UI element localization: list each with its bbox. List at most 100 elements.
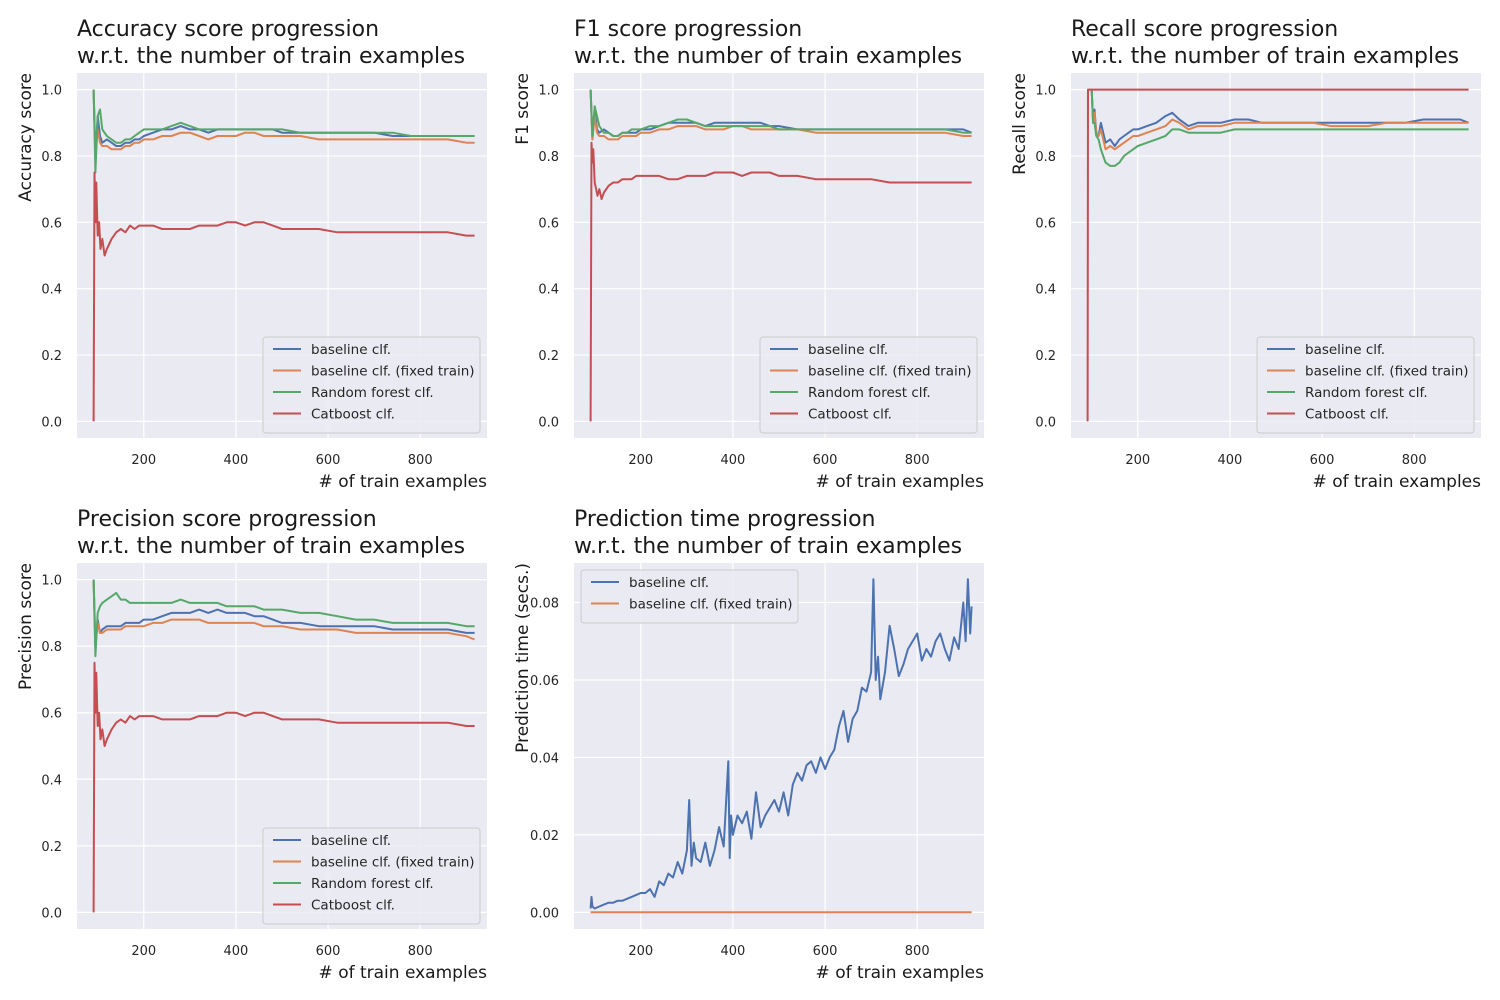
chart-precision: 200 400 600 800 0.0 0.2 0.4 0.6 0.8 1.0 Precision … [16, 507, 487, 983]
series-line-baseline-clf-fixed-train- [1090, 89, 1469, 151]
legend: baseline clf. baseline clf. (fixed train) [580, 569, 799, 624]
x-tick-label: 400 [1218, 453, 1243, 468]
x-tick-label: 600 [1310, 453, 1335, 468]
y-tick-label: 1.0 [1035, 84, 1056, 99]
x-tick-label: 400 [224, 453, 249, 468]
chart-title: Precision score progression [77, 507, 377, 532]
x-tick-label: 600 [813, 453, 838, 468]
x-tick-label: 400 [721, 453, 746, 468]
y-tick-label: 0.4 [1035, 283, 1056, 298]
y-tick-label: 0.08 [530, 597, 559, 612]
x-axis-label: # of train examples [816, 472, 985, 492]
legend-box [1256, 336, 1475, 434]
legend-label: Catboost clf. [808, 407, 892, 423]
legend-box [759, 336, 978, 434]
x-axis-label: # of train examples [319, 963, 488, 983]
y-tick-label: 0.2 [41, 349, 62, 364]
legend-label: Catboost clf. [311, 898, 395, 914]
legend-box [580, 569, 799, 624]
legend-box [262, 336, 481, 434]
y-axis-label: Accuracy score [16, 73, 36, 202]
x-tick-label: 200 [131, 944, 156, 959]
y-tick-label: 1.0 [41, 574, 62, 589]
y-tick-label: 0.02 [530, 829, 559, 844]
x-tick-label: 600 [316, 453, 341, 468]
y-axis-label: Recall score [1010, 73, 1030, 175]
series-line-baseline-clf-fixed-train- [92, 579, 475, 648]
y-tick-label: 0.2 [538, 349, 559, 364]
y-tick-label: 1.0 [538, 84, 559, 99]
y-axis-label: Prediction time (secs.) [513, 563, 533, 753]
series-line-baseline-clf-fixed-train- [92, 89, 475, 157]
legend-label: Random forest clf. [311, 385, 434, 401]
legend-label: baseline clf. [311, 833, 391, 849]
y-tick-label: 0.8 [41, 640, 62, 655]
series-line-catboost-clf- [1086, 88, 1469, 422]
x-tick-label: 200 [131, 453, 156, 468]
legend-label: Random forest clf. [311, 876, 434, 892]
legend-label: baseline clf. [808, 342, 888, 358]
chart-subtitle: w.r.t. the number of train examples [574, 534, 962, 559]
x-tick-label: 400 [224, 944, 249, 959]
chart-title: F1 score progression [574, 17, 802, 42]
series-line-baseline-clf- [1090, 89, 1469, 147]
x-axis-label: # of train examples [1313, 472, 1482, 492]
y-tick-label: 0.2 [41, 840, 62, 855]
chart-accuracy: 200 400 600 800 0.0 0.2 0.4 0.6 0.8 1.0 Accuracy s… [16, 17, 487, 492]
x-tick-label: 800 [905, 453, 930, 468]
y-tick-label: 0.0 [41, 415, 62, 430]
x-tick-label: 800 [1402, 453, 1427, 468]
x-tick-label: 200 [1125, 453, 1150, 468]
legend: baseline clf. baseline clf. (fixed train)… [1256, 336, 1475, 434]
chart-recall: 200 400 600 800 0.0 0.2 0.4 0.6 0.8 1.0 Recall sco… [1010, 17, 1481, 492]
chart-title: Accuracy score progression [77, 17, 379, 42]
x-axis-label: # of train examples [319, 472, 488, 492]
y-tick-label: 0.6 [538, 216, 559, 231]
y-tick-label: 0.0 [538, 415, 559, 430]
x-tick-label: 200 [628, 944, 653, 959]
y-tick-label: 0.0 [1035, 415, 1056, 430]
plot-area [574, 563, 984, 929]
y-tick-label: 0.4 [538, 283, 559, 298]
x-tick-label: 800 [408, 944, 433, 959]
x-axis-label: # of train examples [816, 963, 985, 983]
y-axis-label: F1 score [513, 73, 533, 145]
y-tick-label: 1.0 [41, 84, 62, 99]
x-tick-label: 800 [905, 944, 930, 959]
legend-label: baseline clf. [629, 575, 709, 591]
x-tick-label: 600 [813, 944, 838, 959]
x-tick-label: 400 [721, 944, 746, 959]
y-tick-label: 0.06 [530, 674, 559, 689]
y-tick-label: 0.0 [41, 906, 62, 921]
legend-label: baseline clf. (fixed train) [311, 855, 475, 871]
series-line-random-forest-clf- [92, 579, 475, 658]
chart-subtitle: w.r.t. the number of train examples [77, 44, 465, 69]
legend-label: baseline clf. [1305, 342, 1385, 358]
chart-f1: 200 400 600 800 0.0 0.2 0.4 0.6 0.8 1.0 F1 score p… [513, 17, 984, 492]
chart-title: Prediction time progression [574, 507, 875, 532]
series-line-random-forest-clf- [589, 89, 972, 137]
legend: baseline clf. baseline clf. (fixed train)… [262, 827, 481, 925]
x-tick-label: 600 [316, 944, 341, 959]
y-tick-label: 0.6 [41, 707, 62, 722]
chart-title: Recall score progression [1071, 17, 1338, 42]
series-line-catboost-clf- [92, 171, 475, 422]
chart-subtitle: w.r.t. the number of train examples [77, 534, 465, 559]
y-tick-label: 0.04 [530, 751, 559, 766]
series-line-baseline-clf-fixed-train- [589, 89, 972, 141]
legend: baseline clf. baseline clf. (fixed train)… [262, 336, 481, 434]
legend-label: Catboost clf. [311, 407, 395, 423]
series-line-baseline-clf- [92, 579, 475, 648]
legend: baseline clf. baseline clf. (fixed train)… [759, 336, 978, 434]
series-line-catboost-clf- [589, 141, 972, 422]
y-tick-label: 0.6 [1035, 216, 1056, 231]
legend-label: baseline clf. (fixed train) [311, 364, 475, 380]
legend-label: Random forest clf. [808, 385, 931, 401]
x-tick-label: 200 [628, 453, 653, 468]
y-tick-label: 0.8 [538, 150, 559, 165]
y-tick-label: 0.4 [41, 773, 62, 788]
y-tick-label: 0.8 [1035, 150, 1056, 165]
chart-prediction_time: 200 400 600 8000.000.020.040.060.08Predicti… [513, 507, 984, 983]
legend-label: baseline clf. (fixed train) [808, 364, 972, 380]
